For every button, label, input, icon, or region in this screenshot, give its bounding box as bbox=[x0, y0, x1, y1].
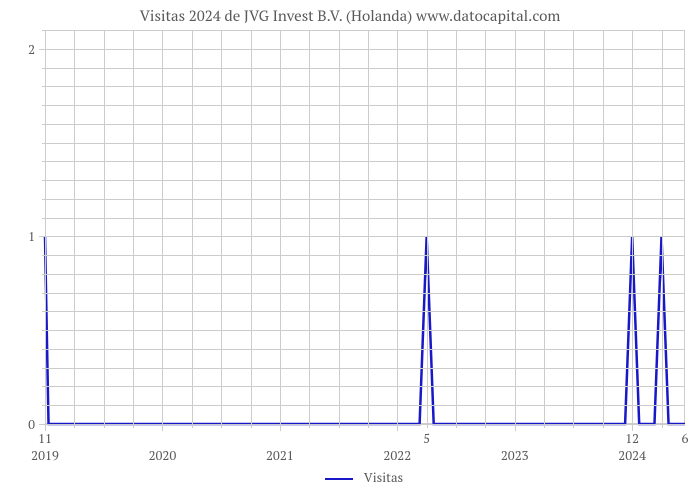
grid-h bbox=[45, 236, 685, 237]
peak-label: 6 bbox=[670, 429, 700, 447]
x-tick-label: 2020 bbox=[132, 446, 192, 464]
grid-v bbox=[427, 30, 428, 424]
peak-label: 5 bbox=[412, 429, 442, 447]
grid-v bbox=[368, 30, 369, 424]
peak-label: 11 bbox=[30, 429, 60, 447]
y-tick-label: 1 bbox=[28, 227, 35, 245]
grid-v bbox=[221, 30, 222, 424]
grid-h bbox=[45, 30, 685, 31]
grid-h bbox=[45, 349, 685, 350]
grid-h bbox=[45, 124, 685, 125]
grid-v bbox=[573, 30, 574, 424]
x-tick-label: 2024 bbox=[602, 446, 662, 464]
grid-h bbox=[45, 180, 685, 181]
grid-v bbox=[456, 30, 457, 424]
grid-v bbox=[632, 30, 633, 424]
grid-h bbox=[45, 330, 685, 331]
x-tick-label: 2022 bbox=[367, 446, 427, 464]
series-line bbox=[0, 0, 700, 500]
grid-h bbox=[45, 218, 685, 219]
grid-h bbox=[45, 68, 685, 69]
peak-label: 12 bbox=[617, 429, 647, 447]
grid-h bbox=[45, 105, 685, 106]
grid-v bbox=[74, 30, 75, 424]
x-tick-label: 2019 bbox=[15, 446, 75, 464]
x-tick-label: 2023 bbox=[485, 446, 545, 464]
y-tick-label: 2 bbox=[28, 40, 35, 58]
grid-h bbox=[45, 161, 685, 162]
grid-v bbox=[603, 30, 604, 424]
legend: Visitas bbox=[325, 468, 403, 486]
grid-v bbox=[309, 30, 310, 424]
grid-v bbox=[162, 30, 163, 424]
grid-h bbox=[45, 293, 685, 294]
grid-h bbox=[45, 311, 685, 312]
grid-v bbox=[45, 30, 46, 424]
legend-marker bbox=[325, 478, 353, 480]
grid-h bbox=[45, 49, 685, 50]
grid-h bbox=[45, 405, 685, 406]
grid-v bbox=[339, 30, 340, 424]
legend-label: Visitas bbox=[364, 468, 403, 486]
grid-v bbox=[133, 30, 134, 424]
grid-v bbox=[104, 30, 105, 424]
grid-h bbox=[45, 199, 685, 200]
grid-v bbox=[485, 30, 486, 424]
grid-h bbox=[45, 424, 685, 425]
x-tick-label: 2021 bbox=[250, 446, 310, 464]
grid-v bbox=[251, 30, 252, 424]
grid-h bbox=[45, 274, 685, 275]
grid-h bbox=[45, 255, 685, 256]
grid-v bbox=[397, 30, 398, 424]
grid-v bbox=[280, 30, 281, 424]
grid-v bbox=[662, 30, 663, 424]
grid-h bbox=[45, 143, 685, 144]
grid-h bbox=[45, 86, 685, 87]
grid-h bbox=[45, 386, 685, 387]
grid-v bbox=[544, 30, 545, 424]
grid-v bbox=[192, 30, 193, 424]
grid-h bbox=[45, 368, 685, 369]
grid-v bbox=[515, 30, 516, 424]
